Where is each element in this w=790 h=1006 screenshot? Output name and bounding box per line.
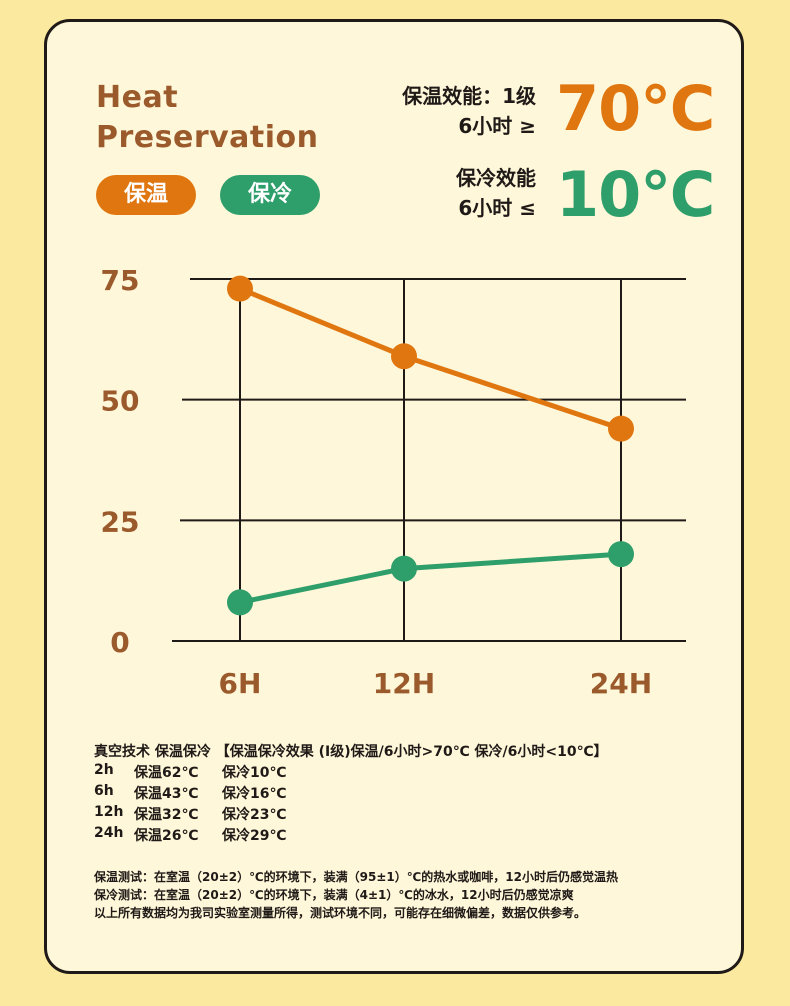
footnote-warm: 保温测试：在室温（20±2）℃的环境下，装满（95±1）℃的热水或咖啡，12小时…	[94, 870, 618, 884]
tag-warm: 保温	[96, 175, 196, 215]
y-tick-label: 50	[101, 385, 140, 418]
data-point	[608, 415, 634, 442]
series-line-warm	[237, 286, 624, 432]
table-cell-warm: 保温43℃	[134, 786, 199, 802]
table-cell-time: 12h	[94, 804, 124, 820]
data-point	[227, 275, 253, 302]
series-line-cold	[237, 551, 624, 605]
data-point	[608, 541, 634, 568]
y-tick-label: 25	[101, 505, 140, 538]
data-point	[391, 555, 417, 582]
cold-spec-label-1: 保冷效能	[456, 166, 536, 190]
table-cell-cold: 保冷29℃	[222, 828, 287, 844]
x-tick-label: 6H	[219, 667, 262, 700]
data-point	[227, 589, 253, 616]
x-tick-label: 12H	[373, 667, 435, 700]
warm-spec-label-1: 保温效能：1级	[402, 84, 536, 108]
footnote-disclaimer: 以上所有数据均为我司实验室测量所得，测试环境不同，可能存在细微偏差，数据仅供参考…	[94, 906, 587, 920]
table-cell-time: 24h	[94, 825, 124, 841]
x-tick-label: 24H	[590, 667, 652, 700]
data-point	[391, 343, 417, 370]
warm-spec-label-2: 6小时 ≥	[458, 114, 536, 138]
table-cell-time: 2h	[94, 762, 114, 778]
y-tick-label: 0	[110, 626, 129, 659]
table-cell-time: 6h	[94, 783, 114, 799]
table-cell-cold: 保冷16℃	[222, 786, 287, 802]
warm-spec-value: 70℃	[556, 72, 715, 145]
title-preservation: Preservation	[96, 120, 319, 155]
tag-cold: 保冷	[220, 175, 320, 215]
line-chart: 0 25 50 75 6H 12H 24H	[101, 264, 686, 700]
table-cell-warm: 保温32℃	[134, 807, 199, 823]
title-heat: Heat	[96, 80, 179, 115]
table-cell-cold: 保冷10℃	[222, 765, 287, 781]
cold-spec-label-2: 6小时 ≤	[458, 196, 536, 220]
table-cell-cold: 保冷23℃	[222, 807, 287, 823]
table-cell-warm: 保温62℃	[134, 765, 199, 781]
table-cell-warm: 保温26℃	[134, 828, 199, 844]
y-tick-label: 75	[101, 264, 140, 297]
cold-spec-value: 10℃	[556, 158, 715, 231]
footnote-cold: 保冷测试：在室温（20±2）℃的环境下，装满（4±1）℃的冰水，12小时后仍感觉…	[94, 888, 574, 902]
notes-heading: 真空技术 保温保冷 【保温保冷效果 (I级)保温/6小时>70℃ 保冷/6小时<…	[94, 744, 608, 760]
